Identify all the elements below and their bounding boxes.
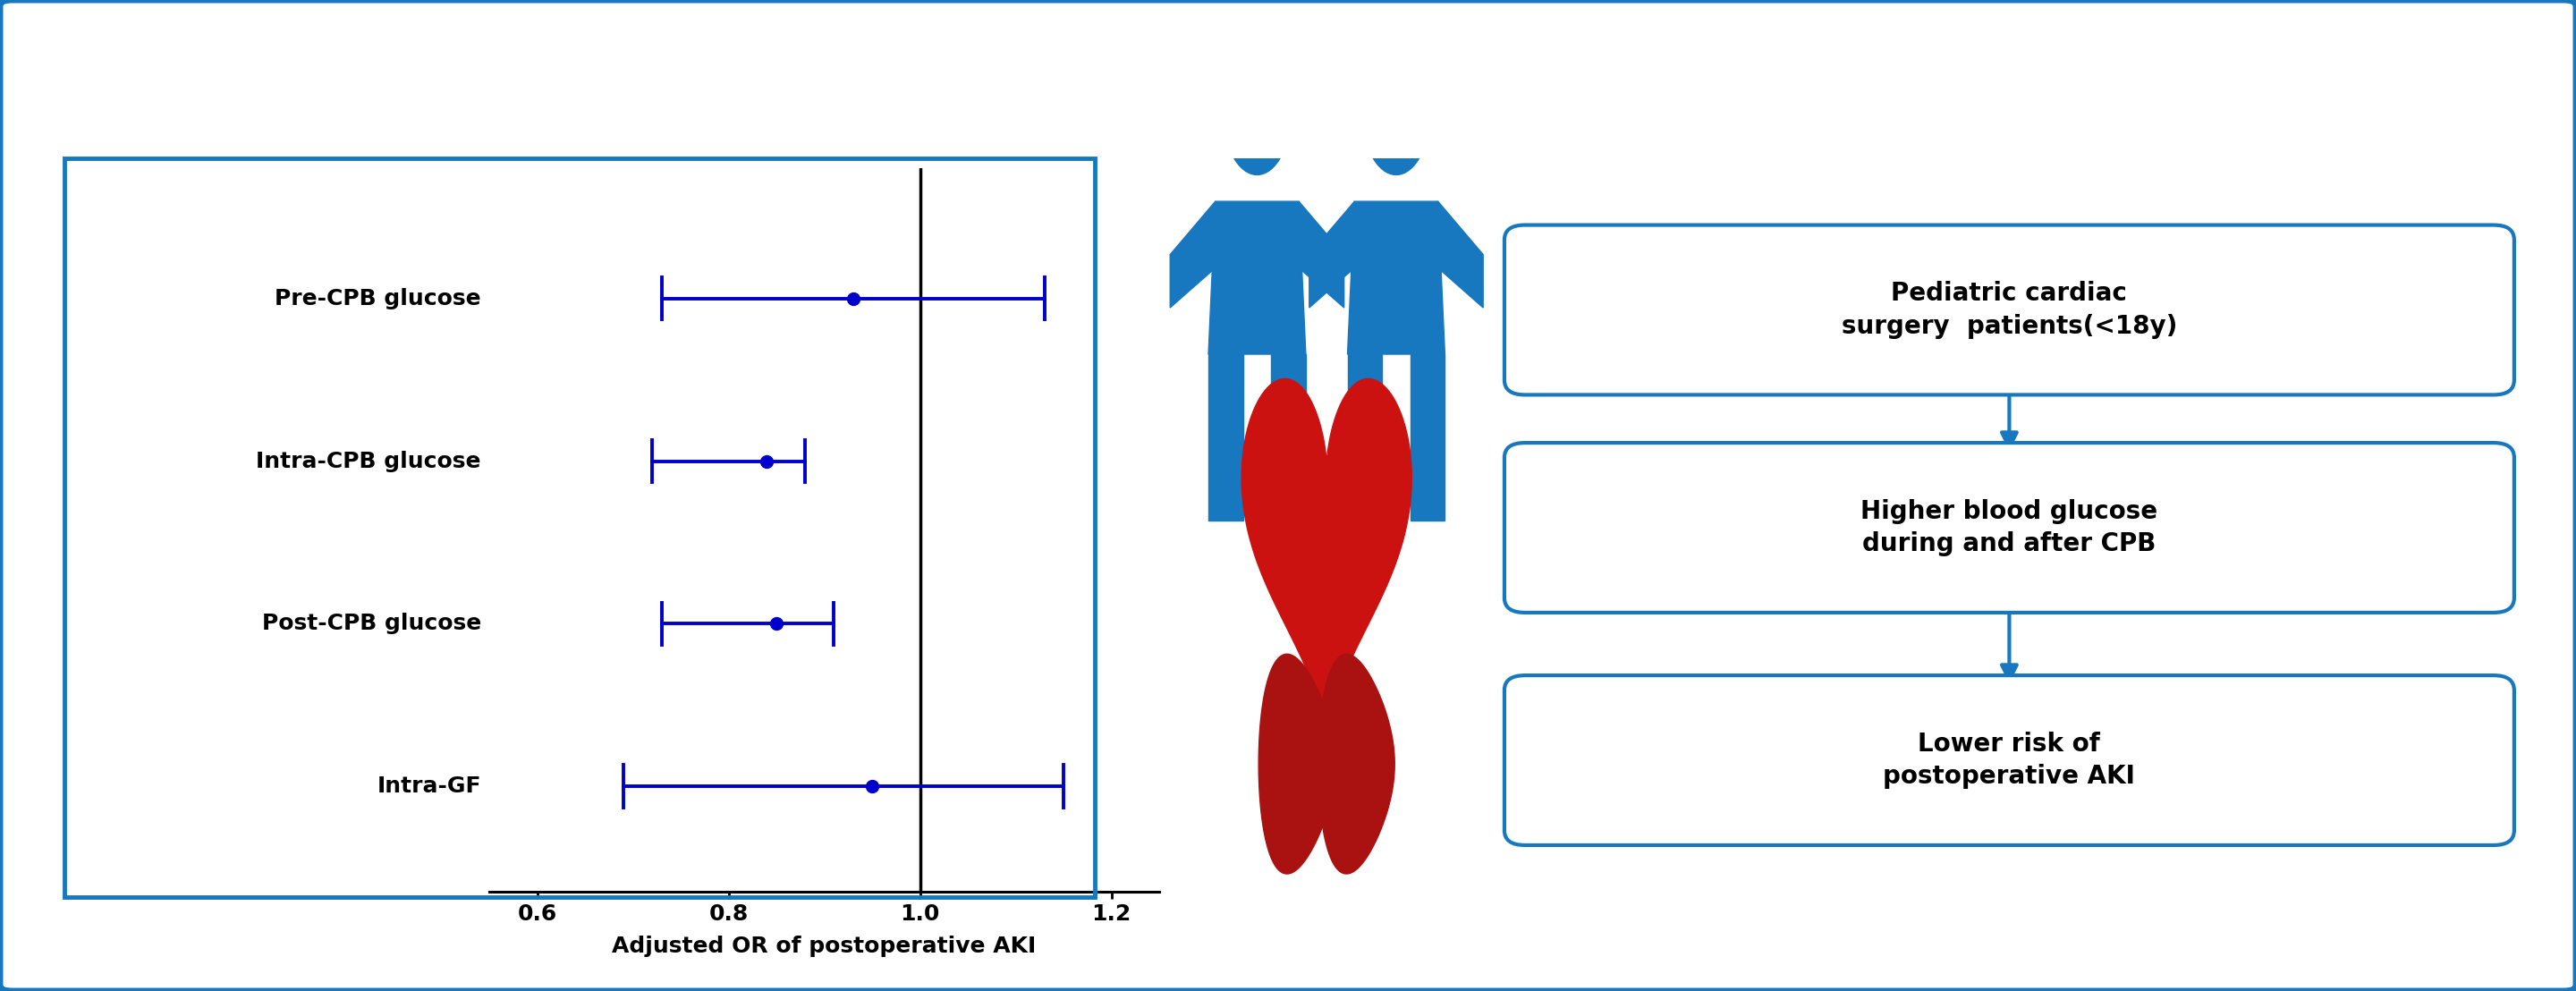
Polygon shape <box>1437 201 1484 307</box>
Text: Post-CPB glucose: Post-CPB glucose <box>263 612 482 634</box>
FancyBboxPatch shape <box>1504 443 2514 612</box>
FancyBboxPatch shape <box>1504 225 2514 394</box>
Polygon shape <box>1270 354 1306 520</box>
Circle shape <box>1224 42 1291 174</box>
Polygon shape <box>1170 201 1216 307</box>
Polygon shape <box>1347 201 1445 354</box>
Polygon shape <box>1298 201 1345 307</box>
Polygon shape <box>1409 354 1445 520</box>
Text: Lower risk of
postoperative AKI: Lower risk of postoperative AKI <box>1883 731 2136 789</box>
Polygon shape <box>1208 201 1306 354</box>
Polygon shape <box>1347 354 1383 520</box>
Circle shape <box>1363 42 1432 174</box>
FancyBboxPatch shape <box>1504 676 2514 845</box>
Polygon shape <box>1260 654 1334 874</box>
Text: Intra-CPB glucose: Intra-CPB glucose <box>255 450 482 472</box>
Polygon shape <box>1309 201 1355 307</box>
Polygon shape <box>1319 654 1394 874</box>
Text: Higher blood glucose
during and after CPB: Higher blood glucose during and after CP… <box>1860 498 2159 557</box>
Text: Intra-GF: Intra-GF <box>376 776 482 797</box>
Text: Pediatric cardiac
surgery  patients(<18y): Pediatric cardiac surgery patients(<18y) <box>1842 280 2177 339</box>
Circle shape <box>1239 31 1275 97</box>
Text: Pre-CPB glucose: Pre-CPB glucose <box>276 287 482 309</box>
Polygon shape <box>1208 354 1244 520</box>
Text: Effects Of Perioperative Blood Glucose Levels On Postoperative AKI: Effects Of Perioperative Blood Glucose L… <box>528 57 2048 96</box>
X-axis label: Adjusted OR of postoperative AKI: Adjusted OR of postoperative AKI <box>613 936 1036 956</box>
Polygon shape <box>1242 379 1412 740</box>
